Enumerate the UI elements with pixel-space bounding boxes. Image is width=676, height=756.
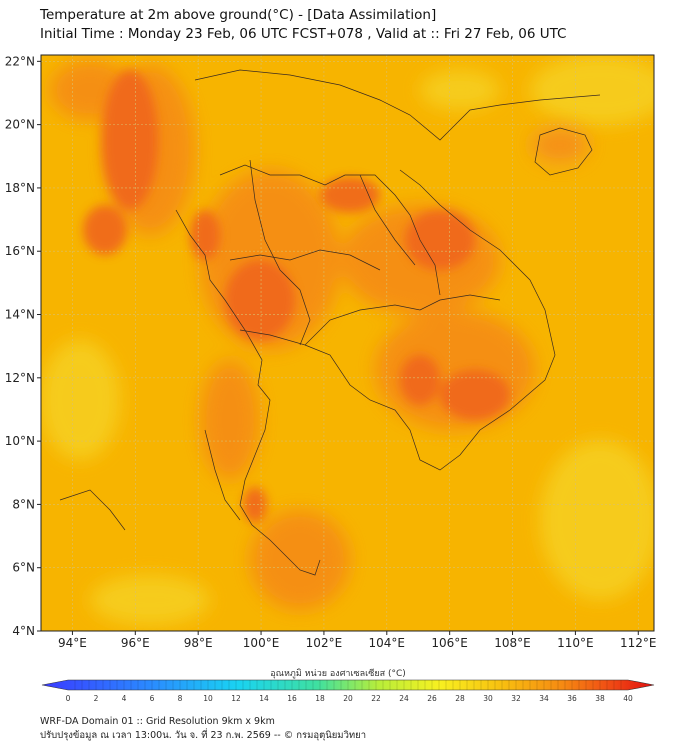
colorbar-tick-label: 40 bbox=[623, 694, 633, 703]
colorbar-tick-label: 38 bbox=[595, 694, 605, 703]
grid-lines bbox=[41, 55, 654, 631]
lat-tick-label: 8°N bbox=[12, 497, 35, 511]
lon-tick-label: 108°E bbox=[494, 636, 531, 650]
chart-title: Temperature at 2m above ground(°C) - [Da… bbox=[40, 6, 566, 44]
lon-tick-label: 98°E bbox=[184, 636, 213, 650]
lat-tick-label: 12°N bbox=[5, 371, 35, 385]
lon-tick-label: 94°E bbox=[58, 636, 87, 650]
lon-tick-label: 110°E bbox=[557, 636, 594, 650]
colorbar-tick-label: 10 bbox=[203, 694, 213, 703]
lon-tick-label: 102°E bbox=[306, 636, 343, 650]
lat-tick-label: 18°N bbox=[5, 181, 35, 195]
colorbar-tick-label: 0 bbox=[66, 694, 71, 703]
map-frame bbox=[40, 54, 655, 632]
lat-tick-label: 6°N bbox=[12, 561, 35, 575]
colorbar-segments bbox=[74, 680, 622, 690]
colorbar-tick-label: 24 bbox=[399, 694, 409, 703]
lat-tick-label: 10°N bbox=[5, 434, 35, 448]
colorbar-tick-label: 8 bbox=[178, 694, 183, 703]
lat-tick-label: 22°N bbox=[5, 54, 35, 68]
colorbar-tick-label: 36 bbox=[567, 694, 577, 703]
colorbar-tick-label: 4 bbox=[122, 694, 127, 703]
footer: WRF-DA Domain 01 :: Grid Resolution 9km … bbox=[40, 715, 366, 743]
colorbar-tick-label: 34 bbox=[539, 694, 549, 703]
colorbar-tick-label: 30 bbox=[483, 694, 493, 703]
footer-line-2: ปรับปรุงข้อมูล ณ เวลา 13:00น. วัน จ. ที่… bbox=[40, 730, 367, 741]
lon-tick-label: 104°E bbox=[369, 636, 406, 650]
lat-tick-label: 16°N bbox=[5, 244, 35, 258]
colorbar-ticks: 0 2 4 6 8 10 12 14 16 18 20 22 24 26 28 30 32 34 36 38 40 bbox=[66, 694, 633, 703]
latitude-axis: 4°N 6°N 8°N 10°N 12°N 14°N 16°N 18°N 20°N 22°N bbox=[5, 54, 41, 638]
colorbar-tick-label: 14 bbox=[259, 694, 269, 703]
colorbar-tick-label: 32 bbox=[511, 694, 521, 703]
colorbar-tick-label: 26 bbox=[427, 694, 437, 703]
colorbar-bar bbox=[41, 679, 655, 691]
colorbar-tick-label: 22 bbox=[371, 694, 381, 703]
colorbar-tick-label: 12 bbox=[231, 694, 241, 703]
colorbar-tick-label: 6 bbox=[150, 694, 155, 703]
lon-tick-label: 106°E bbox=[431, 636, 468, 650]
colorbar-label: อุณหภูมิ หน่วย องศาเซลเซียส (°C) bbox=[270, 669, 406, 679]
hot-zones bbox=[83, 70, 510, 523]
colorbar: 0 2 4 6 8 10 12 14 16 18 20 22 24 26 28 30 32 34 36 38 40 bbox=[41, 679, 655, 703]
footer-line-1: WRF-DA Domain 01 :: Grid Resolution 9km … bbox=[40, 716, 275, 727]
title-line-1: Temperature at 2m above ground(°C) - [Da… bbox=[40, 7, 437, 23]
colorbar-tick-label: 18 bbox=[315, 694, 325, 703]
longitude-axis: 94°E 96°E 98°E 100°E 102°E 104°E 106°E 108°E 110… bbox=[58, 631, 657, 650]
lon-tick-label: 112°E bbox=[620, 636, 657, 650]
lon-tick-label: 96°E bbox=[121, 636, 150, 650]
colorbar-tick-label: 2 bbox=[94, 694, 99, 703]
title-line-2: Initial Time : Monday 23 Feb, 06 UTC FCS… bbox=[40, 26, 567, 42]
cool-zones bbox=[41, 55, 654, 625]
colorbar-tick-label: 28 bbox=[455, 694, 465, 703]
lat-tick-label: 4°N bbox=[12, 624, 35, 638]
lon-tick-label: 100°E bbox=[243, 636, 280, 650]
lat-tick-label: 14°N bbox=[5, 308, 35, 322]
lat-tick-label: 20°N bbox=[5, 118, 35, 132]
colorbar-tick-label: 16 bbox=[287, 694, 297, 703]
country-borders bbox=[59, 69, 601, 576]
colorbar-tick-label: 20 bbox=[343, 694, 353, 703]
